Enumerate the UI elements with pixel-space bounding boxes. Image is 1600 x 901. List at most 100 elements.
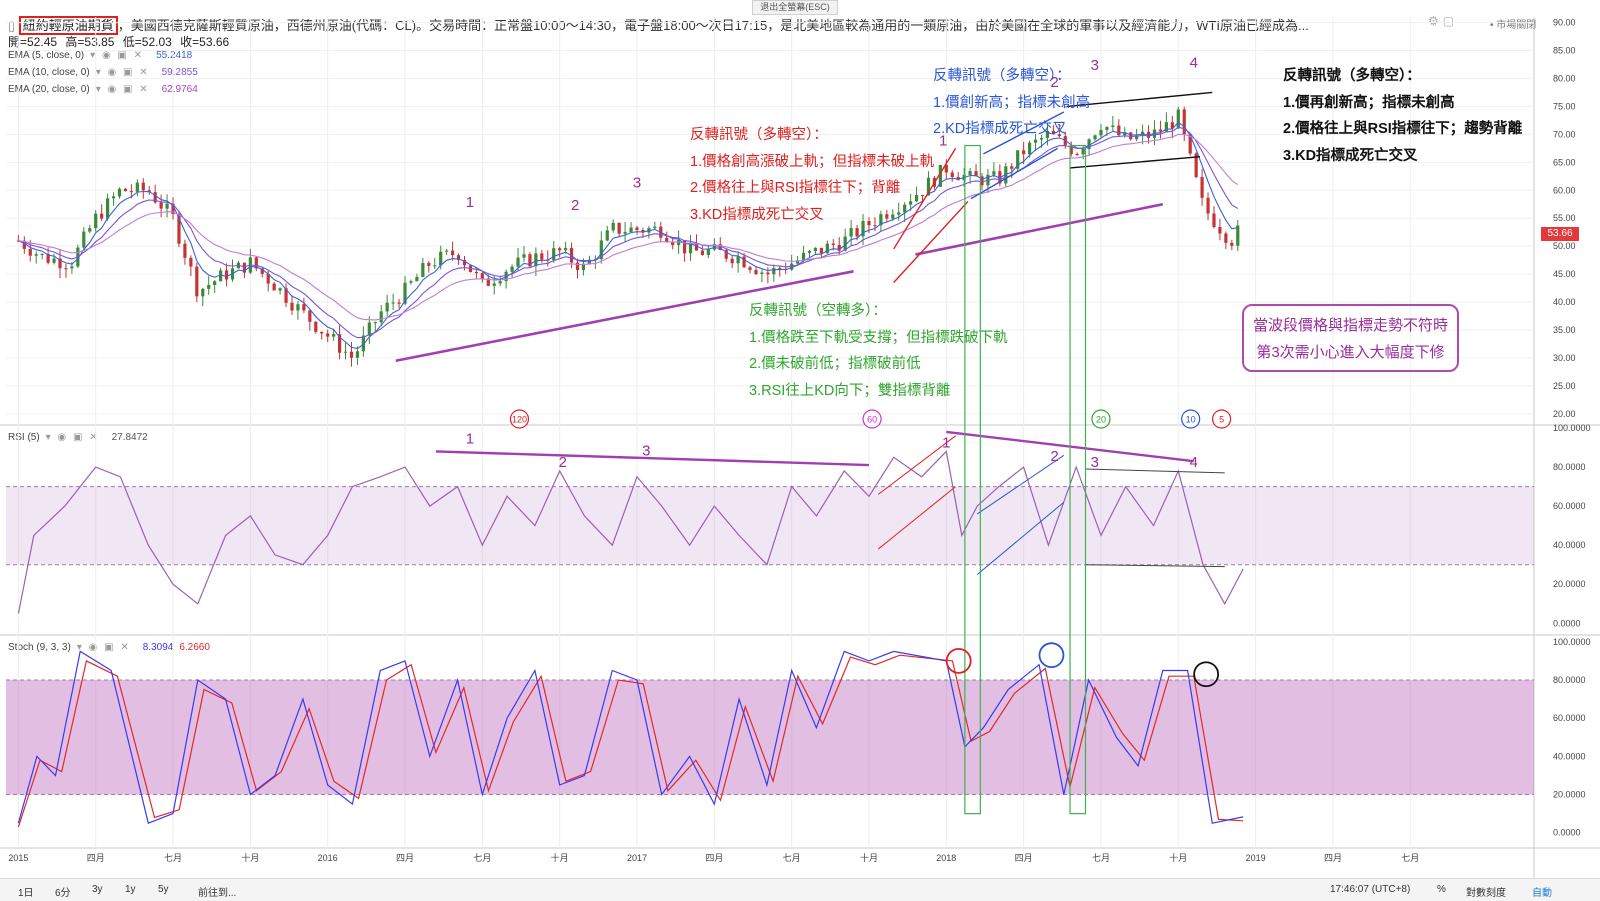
ema10-value: 59.2855 <box>161 67 198 78</box>
candle-body <box>397 302 401 304</box>
annotation-line: 2.價未破前低；指標破前低 <box>749 356 921 372</box>
goto-date-button[interactable]: 前往到... <box>198 888 237 899</box>
annotation-red: 反轉訊號（多轉空）： 1.價格創高漲破上軌；但指標未破上軌 2.價格往上與RSI指標… <box>690 122 934 228</box>
indicator-controls-icon[interactable]: ▾ ◉ ▣ ✕ <box>95 67 150 78</box>
settings-icon[interactable]: ⚙ <box>1428 14 1443 28</box>
candle-body <box>355 351 360 358</box>
ema20-legend[interactable]: EMA (20, close, 0) ▾ ◉ ▣ ✕ 62.9764 <box>8 84 198 95</box>
candle-body <box>974 171 978 177</box>
cycle-marker <box>1181 409 1201 429</box>
candle-body <box>1164 122 1168 132</box>
time-tick-label: 七月 <box>473 853 491 863</box>
chart-canvas[interactable]: 2015 四月 七月 十月 2016 四月 七月 十月 2017 四月 七月 十月 2018 四月 七月 十月… <box>0 0 1600 878</box>
candle-body <box>486 278 490 286</box>
price-tick-label: 55.00 <box>1553 213 1576 223</box>
time-tick-label: 2019 <box>1246 853 1266 863</box>
indicator-controls-icon[interactable]: ▾ ◉ ▣ ✕ <box>95 84 150 95</box>
candle-body <box>1170 122 1174 129</box>
price-tick-label: 20.00 <box>1553 409 1576 419</box>
candle-body <box>1069 145 1073 155</box>
candle-body <box>272 283 276 291</box>
candle-body <box>528 254 532 267</box>
ema5-legend[interactable]: EMA (5, close, 0) ▾ ◉ ▣ ✕ 55.2418 <box>8 50 192 61</box>
symbol-name[interactable]: 紐約輕原油期貨 <box>18 16 118 35</box>
candle-body <box>564 248 568 251</box>
candle-body <box>635 227 639 231</box>
ema10-legend[interactable]: EMA (10, close, 0) ▾ ◉ ▣ ✕ 59.2855 <box>8 67 198 78</box>
stoch-d-value: 6.2660 <box>179 642 210 653</box>
candle-body <box>58 258 62 269</box>
candle-body <box>712 244 716 250</box>
indicator-controls-icon[interactable]: ▾ ◉ ▣ ✕ <box>76 642 131 653</box>
candle-body <box>171 203 175 215</box>
range-1d-button[interactable]: 1日 <box>18 888 34 899</box>
candle-body <box>879 214 883 226</box>
candle-body <box>1004 166 1008 184</box>
candle-body <box>159 202 163 209</box>
candle-body <box>522 254 526 258</box>
candle-body <box>135 182 139 192</box>
candle-body <box>920 195 925 197</box>
candle-body <box>938 164 942 187</box>
indicator-tick-label: 20.0000 <box>1553 579 1586 589</box>
cycle-marker-label: 120 <box>512 415 527 425</box>
range-6m-button[interactable]: 6分 <box>55 888 71 899</box>
log-scale-button[interactable]: 對數刻度 <box>1466 888 1506 899</box>
candle-body <box>22 240 26 249</box>
stoch-label: Stoch (9, 3, 3) <box>8 642 71 653</box>
ema10-label: EMA (10, close, 0) <box>8 67 90 78</box>
candle-body <box>82 231 86 248</box>
candle-body <box>807 251 812 253</box>
candle-body <box>766 272 770 275</box>
candle-body <box>623 231 627 234</box>
candle-body <box>629 227 633 232</box>
cycle-marker <box>509 409 530 429</box>
symbol-header: ▯ 紐約輕原油期貨 ，美國西德克薩斯輕質原油，西德州原油(代碼：CL)。交易時間：… <box>8 15 1309 35</box>
indicator-controls-icon[interactable]: ▾ ◉ ▣ ✕ <box>90 50 145 61</box>
candle-body <box>736 256 740 264</box>
time-tick-label: 2017 <box>627 853 647 863</box>
candle-body <box>980 176 984 186</box>
candlestick-series <box>16 106 1240 367</box>
indicator-controls-icon[interactable]: ▾ ◉ ▣ ✕ <box>45 432 100 443</box>
candle-body <box>88 228 92 232</box>
candle-body <box>391 302 395 304</box>
annotation-line: 3.RSI往上KD向下；雙指標背離 <box>749 382 951 399</box>
rsi-legend[interactable]: RSI (5) ▾ ◉ ▣ ✕ 27.8472 <box>8 432 148 443</box>
auto-scale-button[interactable]: 自動 <box>1532 888 1552 899</box>
candle-body <box>433 265 437 267</box>
candle-body <box>242 262 247 273</box>
candle-body <box>552 248 556 261</box>
candle-body <box>266 273 270 284</box>
candle-body <box>1218 226 1222 234</box>
annotation-title: 反轉訊號（多轉空）： <box>933 68 1071 84</box>
candle-body <box>1093 135 1097 140</box>
candle-body <box>540 253 544 260</box>
range-3y-button[interactable]: 3y <box>92 884 103 895</box>
candle-body <box>1182 109 1186 135</box>
signal-highlight-box <box>1069 144 1087 815</box>
candle-body <box>153 192 157 203</box>
candle-body <box>772 268 776 275</box>
indicator-tick-label: 100.0000 <box>1553 423 1591 433</box>
annotation-line: 1.價格創高漲破上軌；但指標未破上軌 <box>690 153 935 170</box>
time-tick-label: 四月 <box>396 853 414 863</box>
candle-body <box>219 270 223 282</box>
stoch-legend[interactable]: Stoch (9, 3, 3) ▾ ◉ ▣ ✕ 8.3094 6.2660 <box>8 642 210 653</box>
exit-fullscreen-button[interactable]: 退出全螢幕(ESC) <box>752 0 838 15</box>
rsi-value: 27.8472 <box>111 432 148 443</box>
range-5y-button[interactable]: 5y <box>158 884 169 895</box>
candle-body <box>498 281 502 284</box>
trend-line <box>1085 468 1225 474</box>
candle-body <box>445 250 449 252</box>
candle-body <box>1027 142 1032 155</box>
wave-number: 1 <box>466 194 474 211</box>
percent-scale-button[interactable]: % <box>1437 884 1446 895</box>
range-1y-button[interactable]: 1y <box>125 884 136 895</box>
high-value: 高=53.85 <box>65 35 115 49</box>
chart-type-icon[interactable]: ▯ <box>8 18 16 33</box>
trend-line <box>1066 91 1213 108</box>
annotation-title: 反轉訊號（多轉空）： <box>1283 68 1421 84</box>
close-icon[interactable]: ▢ <box>1442 14 1459 28</box>
price-tick-label: 75.00 <box>1553 101 1576 111</box>
